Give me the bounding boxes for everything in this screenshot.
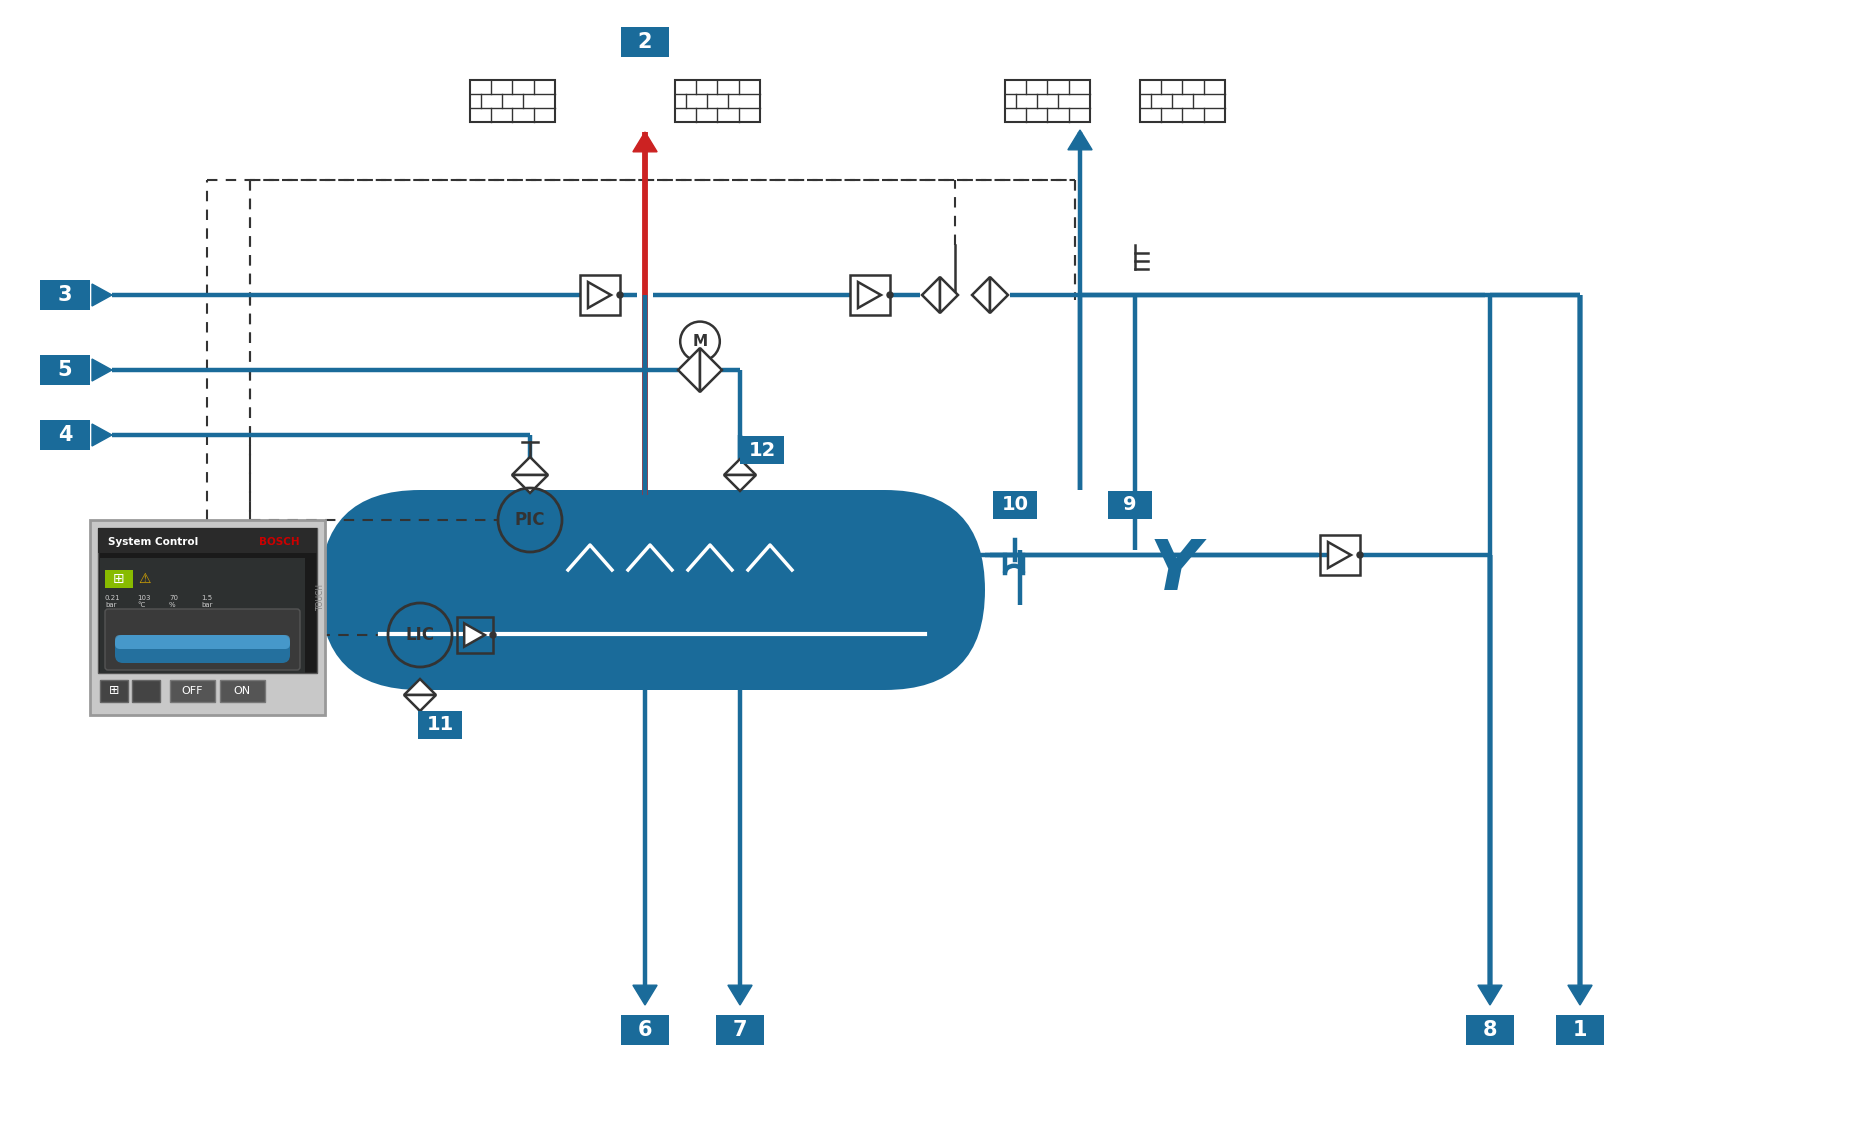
Text: 2: 2 (638, 31, 653, 52)
FancyBboxPatch shape (99, 558, 305, 673)
Polygon shape (973, 277, 990, 313)
FancyBboxPatch shape (114, 634, 290, 649)
FancyBboxPatch shape (97, 528, 316, 673)
FancyBboxPatch shape (221, 681, 266, 702)
Text: TOUCH: TOUCH (316, 584, 324, 611)
Polygon shape (587, 282, 612, 308)
Polygon shape (464, 623, 485, 647)
FancyBboxPatch shape (39, 280, 90, 310)
FancyBboxPatch shape (90, 520, 326, 715)
Text: 5: 5 (58, 360, 73, 380)
Bar (470, 80, 556, 122)
Circle shape (1356, 553, 1362, 558)
Text: 10: 10 (1001, 495, 1029, 514)
Text: PIC: PIC (515, 511, 544, 529)
Polygon shape (513, 457, 548, 475)
FancyBboxPatch shape (105, 570, 133, 588)
FancyBboxPatch shape (417, 711, 462, 739)
Polygon shape (632, 985, 657, 1005)
FancyBboxPatch shape (39, 355, 90, 385)
Text: 70
%: 70 % (168, 595, 178, 608)
Text: 7: 7 (733, 1020, 747, 1040)
Text: 1: 1 (1574, 1020, 1587, 1040)
Bar (675, 80, 760, 122)
Polygon shape (859, 282, 881, 308)
Polygon shape (632, 133, 657, 152)
Polygon shape (92, 284, 112, 305)
Polygon shape (1328, 542, 1351, 568)
Text: ⊞: ⊞ (109, 685, 120, 697)
FancyBboxPatch shape (170, 681, 215, 702)
Polygon shape (724, 459, 756, 475)
Polygon shape (1068, 130, 1093, 149)
Polygon shape (513, 475, 548, 493)
FancyBboxPatch shape (114, 634, 290, 663)
Polygon shape (700, 348, 722, 392)
Polygon shape (922, 277, 939, 313)
Text: 12: 12 (748, 440, 776, 459)
Polygon shape (677, 348, 700, 392)
Polygon shape (404, 695, 436, 711)
Polygon shape (1568, 985, 1592, 1005)
Text: M: M (692, 334, 707, 349)
FancyBboxPatch shape (741, 436, 784, 464)
Text: 0.21
bar: 0.21 bar (105, 595, 120, 608)
Polygon shape (939, 277, 958, 313)
FancyBboxPatch shape (133, 681, 161, 702)
Text: 1.5
bar: 1.5 bar (200, 595, 213, 608)
FancyBboxPatch shape (1467, 1015, 1514, 1046)
Text: 4: 4 (58, 424, 73, 445)
Polygon shape (990, 277, 1008, 313)
Bar (1139, 80, 1226, 122)
Text: System Control: System Control (109, 537, 198, 547)
Text: 6: 6 (638, 1020, 653, 1040)
Text: 3: 3 (58, 285, 73, 305)
Text: 9: 9 (1123, 495, 1138, 514)
FancyBboxPatch shape (97, 528, 316, 553)
FancyBboxPatch shape (1557, 1015, 1603, 1046)
FancyBboxPatch shape (105, 609, 299, 670)
FancyBboxPatch shape (994, 491, 1037, 519)
FancyBboxPatch shape (621, 1015, 670, 1046)
FancyBboxPatch shape (39, 420, 90, 450)
Polygon shape (728, 985, 752, 1005)
Circle shape (490, 632, 496, 638)
Text: 11: 11 (427, 715, 453, 734)
FancyBboxPatch shape (320, 490, 984, 690)
Text: 103
°C: 103 °C (137, 595, 150, 608)
Text: BOSCH: BOSCH (260, 537, 299, 547)
FancyBboxPatch shape (1108, 491, 1153, 519)
Text: LIC: LIC (406, 626, 434, 643)
Polygon shape (404, 679, 436, 695)
Bar (1005, 80, 1091, 122)
FancyBboxPatch shape (99, 681, 127, 702)
Text: Y: Y (1149, 537, 1201, 603)
Polygon shape (92, 424, 112, 446)
Polygon shape (92, 359, 112, 381)
Text: ⚠: ⚠ (138, 572, 152, 586)
Text: OFF: OFF (181, 686, 202, 696)
Text: 8: 8 (1482, 1020, 1497, 1040)
FancyBboxPatch shape (717, 1015, 763, 1046)
Text: ⊞: ⊞ (112, 572, 125, 586)
FancyBboxPatch shape (621, 27, 670, 57)
Circle shape (617, 292, 623, 298)
Polygon shape (724, 475, 756, 491)
Circle shape (887, 292, 892, 298)
Polygon shape (1478, 985, 1502, 1005)
Text: ON: ON (234, 686, 251, 696)
